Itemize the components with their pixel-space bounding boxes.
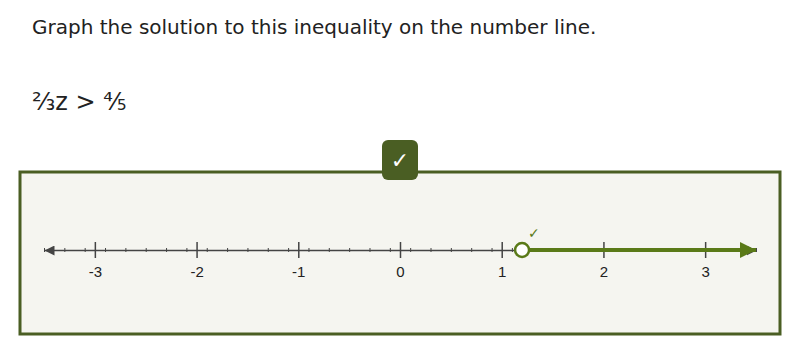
tick-line bbox=[501, 242, 503, 258]
solution-point bbox=[515, 243, 529, 257]
point-check: ✓ bbox=[528, 225, 540, 241]
tick: 2 bbox=[600, 242, 608, 280]
tick-line bbox=[95, 242, 97, 258]
tick: -2 bbox=[190, 242, 203, 280]
tick-label: -1 bbox=[292, 263, 305, 280]
plot-area bbox=[515, 243, 756, 257]
check-box: ✓ bbox=[382, 140, 418, 180]
title: Graph the solution to this inequality on… bbox=[32, 15, 596, 39]
tick: -1 bbox=[292, 242, 305, 280]
solution-ray bbox=[522, 248, 756, 252]
tick: 1 bbox=[498, 242, 506, 280]
inequality: ⅔z > ⅘ bbox=[32, 88, 127, 116]
tick-label: 0 bbox=[396, 263, 404, 280]
tick-label: -3 bbox=[89, 263, 102, 280]
tick-label: -2 bbox=[190, 263, 203, 280]
chart: Graph the solution to this inequality on… bbox=[0, 0, 800, 344]
tick: -3 bbox=[89, 242, 102, 280]
check-mark: ✓ bbox=[391, 148, 409, 173]
tick-label: 2 bbox=[600, 263, 608, 280]
tick-label: 3 bbox=[701, 263, 709, 280]
x-axis: -3 -2 -1 0 1 2 3 bbox=[45, 242, 757, 280]
tick-line bbox=[400, 242, 402, 258]
tick-line bbox=[196, 242, 198, 258]
check-box-bg bbox=[382, 140, 418, 180]
tick-label: 1 bbox=[498, 263, 506, 280]
frame bbox=[20, 172, 780, 334]
tick: 0 bbox=[396, 242, 404, 280]
tick: 3 bbox=[701, 242, 709, 280]
tick-line bbox=[298, 242, 300, 258]
